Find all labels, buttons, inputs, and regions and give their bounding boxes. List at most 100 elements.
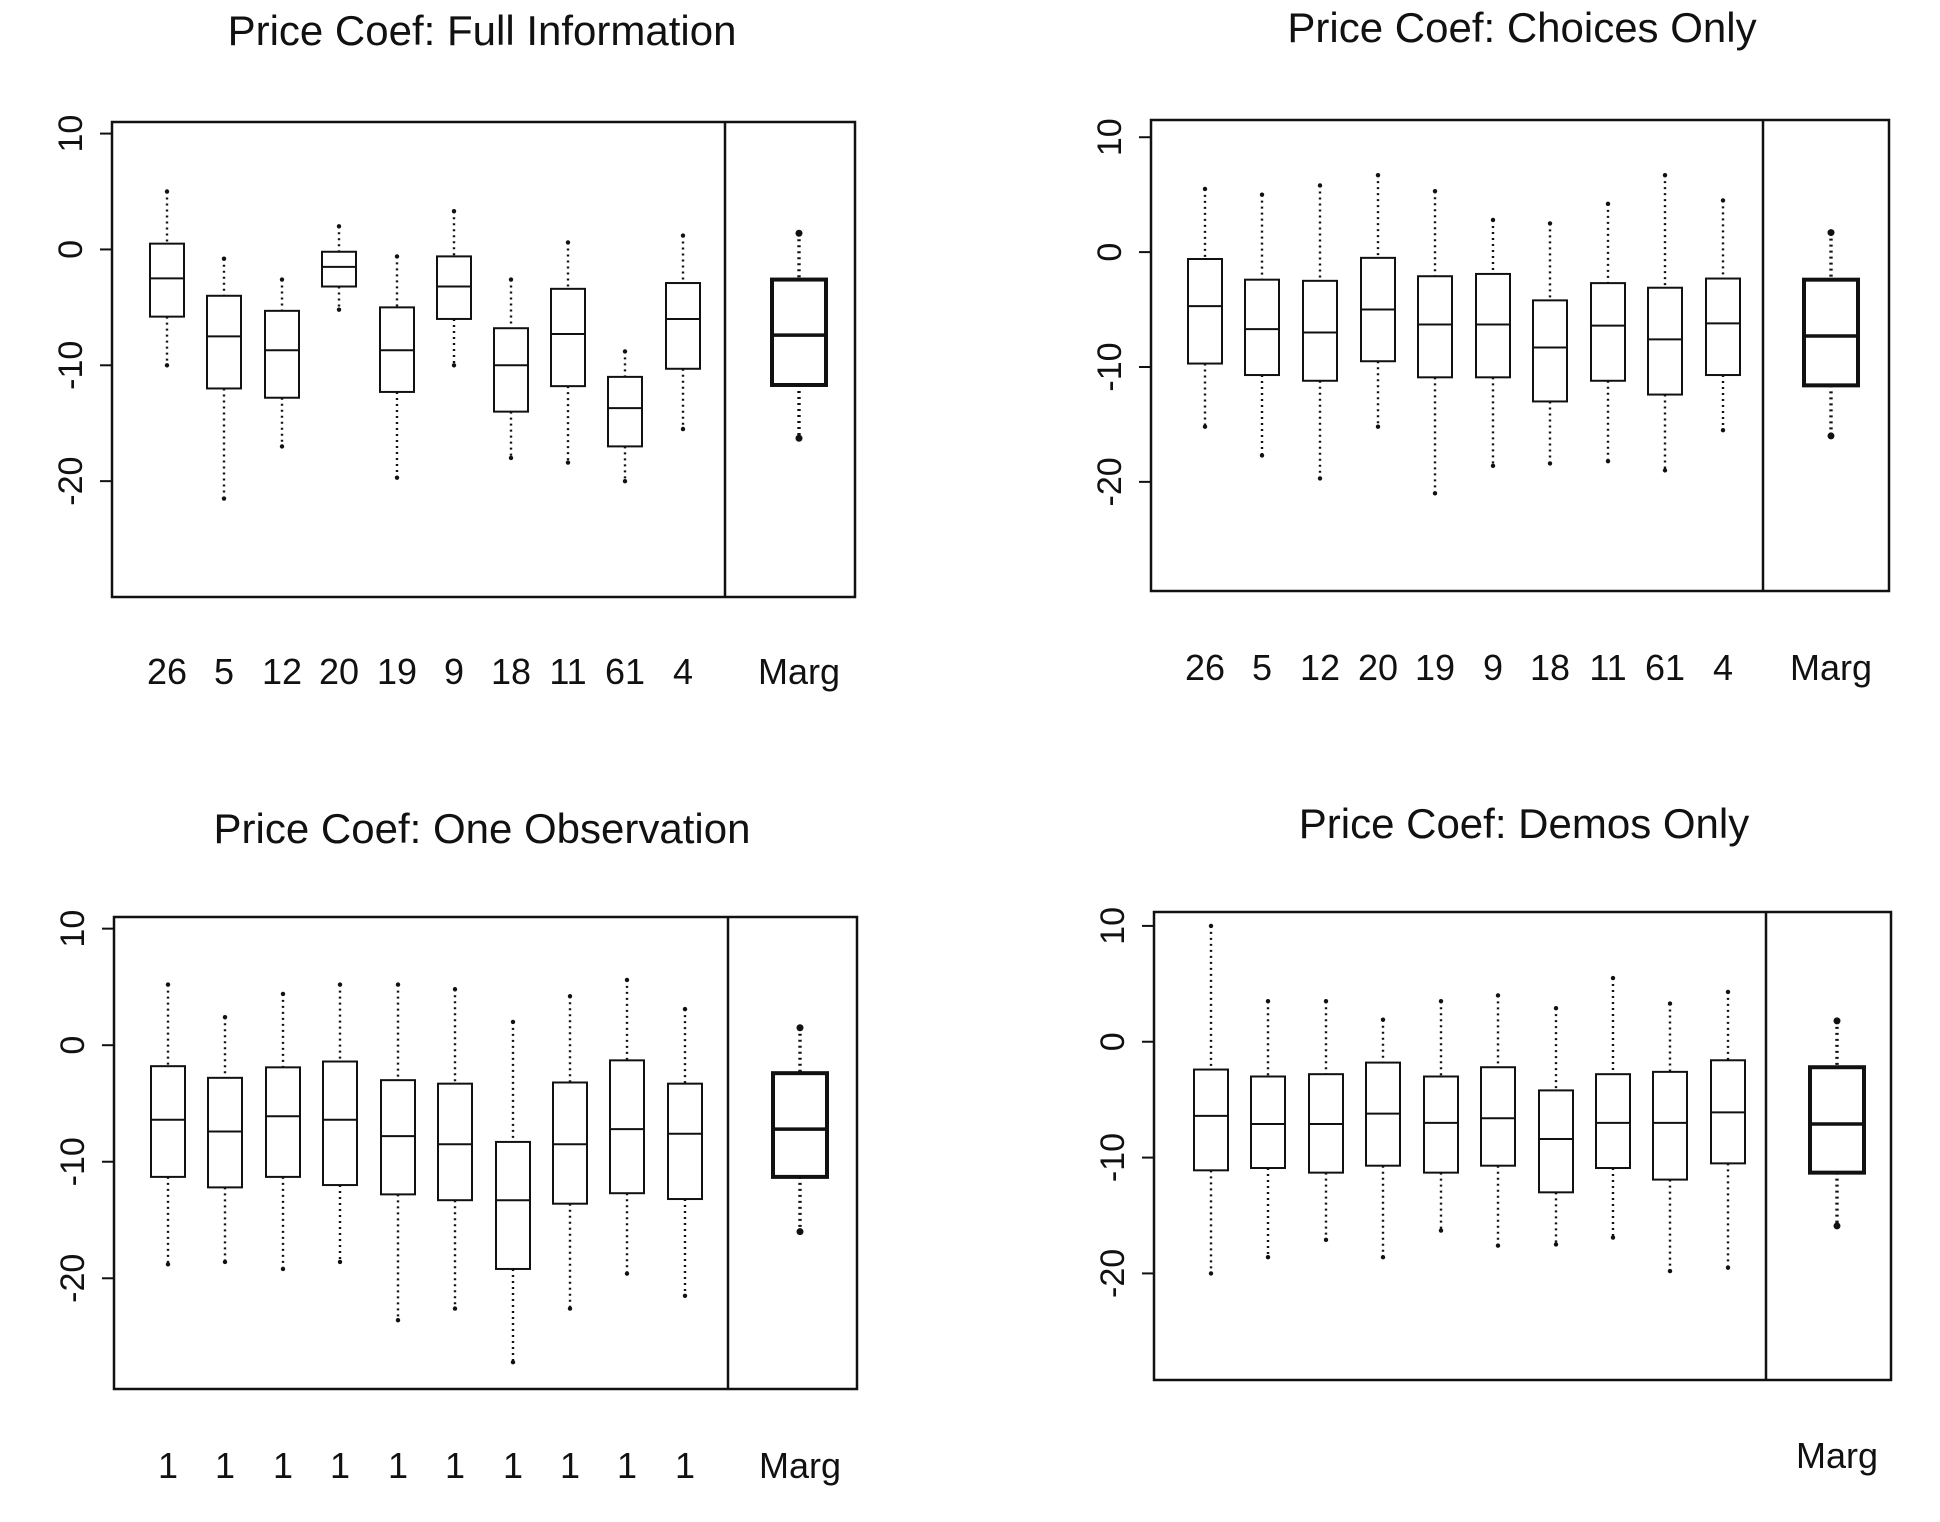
box-iqr — [1193, 1068, 1229, 1172]
whisker-end-upper — [565, 240, 571, 245]
category-label: 9 — [1483, 647, 1503, 688]
category-label: Marg — [759, 1445, 841, 1486]
box-9 — [607, 349, 643, 484]
box-iqr — [1302, 279, 1338, 382]
box-2 — [1244, 192, 1280, 458]
box-8 — [550, 240, 586, 465]
y-tick-label: -20 — [1094, 1249, 1132, 1298]
whisker-end-lower — [1833, 1222, 1841, 1230]
category-label: 9 — [444, 651, 464, 692]
category-label: 1 — [273, 1445, 293, 1486]
whisker-end-lower — [1610, 1235, 1616, 1240]
whisker-end-upper — [165, 982, 171, 987]
box-iqr — [771, 1071, 829, 1179]
whisker-end-upper — [164, 189, 170, 194]
box-5 — [380, 982, 416, 1323]
whisker-end-upper — [1432, 189, 1438, 194]
whisker-end-lower — [1827, 432, 1835, 440]
whisker-end-lower — [165, 1262, 171, 1267]
box-iqr — [436, 255, 472, 320]
y-tick-label: -20 — [54, 1254, 92, 1303]
y-tick-label: -20 — [1091, 457, 1129, 506]
plot-frame — [1152, 910, 1893, 1382]
whisker-end-lower — [510, 1359, 516, 1365]
whisker-end-lower — [1495, 1243, 1501, 1248]
box-10 — [667, 1006, 703, 1298]
box-iqr — [1244, 278, 1280, 377]
whisker-end-lower — [280, 1266, 286, 1272]
box-iqr — [1705, 277, 1741, 377]
whisker-end-lower — [1202, 424, 1208, 429]
category-label: 11 — [549, 651, 586, 692]
whisker-end-upper — [1375, 172, 1381, 178]
y-tick-label: 0 — [54, 1036, 92, 1055]
box-marg — [770, 229, 828, 442]
category-label: 18 — [1530, 647, 1570, 688]
box-iqr — [322, 1060, 358, 1187]
whisker-end-upper — [280, 991, 286, 997]
chart-panel-4: Price Coef: Demos Only 10 0 -10 -20 Marg — [1094, 800, 1893, 1476]
box-2 — [1250, 998, 1286, 1260]
plot-frame — [1149, 118, 1891, 593]
whisker-end-lower — [279, 444, 285, 449]
whisker-end-upper — [1202, 186, 1208, 192]
box-iqr — [1250, 1075, 1286, 1170]
category-label: 26 — [1185, 647, 1225, 688]
box-iqr — [206, 294, 242, 390]
box-1 — [149, 189, 185, 368]
box-iqr — [667, 1082, 703, 1201]
whisker-end-upper — [394, 254, 400, 259]
whisker-end-upper — [510, 1019, 516, 1025]
box-iqr — [609, 1059, 645, 1195]
whisker-end-lower — [452, 1306, 458, 1311]
box-marg — [1808, 1017, 1866, 1230]
box-iqr — [265, 1066, 301, 1178]
box-iqr — [149, 242, 185, 318]
box-4 — [1365, 1017, 1401, 1260]
whisker-end-lower — [1667, 1268, 1673, 1274]
y-tick-label: -10 — [1094, 1133, 1132, 1182]
category-label: Marg — [1796, 1435, 1878, 1476]
whisker-end-upper — [796, 1024, 804, 1032]
whisker-end-lower — [395, 1318, 401, 1323]
box-5 — [1417, 189, 1453, 496]
whisker-end-upper — [337, 982, 343, 987]
box-4 — [321, 224, 357, 312]
whisker-end-upper — [1490, 217, 1496, 223]
whisker-end-upper — [624, 977, 630, 983]
whisker-end-lower — [682, 1293, 688, 1298]
box-7 — [1532, 221, 1568, 466]
whisker-end-upper — [221, 256, 227, 261]
whisker-end-lower — [1547, 461, 1553, 466]
box-6 — [1480, 993, 1516, 1248]
whisker-end-lower — [1375, 424, 1381, 429]
box-iqr — [770, 277, 828, 387]
category-label: 20 — [319, 651, 359, 692]
category-label: 4 — [1713, 647, 1733, 688]
whisker-end-lower — [1605, 458, 1611, 464]
box-iqr — [1417, 275, 1453, 379]
plot-frame — [112, 915, 859, 1391]
y-tick-label: 10 — [1094, 907, 1132, 945]
whisker-end-upper — [1827, 229, 1835, 237]
box-iqr — [493, 327, 529, 413]
box-5 — [379, 254, 415, 480]
whisker-end-lower — [1720, 427, 1726, 433]
whisker-end-upper — [395, 982, 401, 987]
plot-frame — [110, 120, 857, 599]
whisker-end-lower — [222, 1259, 228, 1265]
category-label: 1 — [560, 1445, 580, 1486]
box-iqr — [1595, 1073, 1631, 1170]
box-3 — [1308, 998, 1344, 1243]
y-tick-label: -10 — [52, 341, 90, 390]
category-label: 11 — [1589, 647, 1626, 688]
whisker-end-lower — [337, 1259, 343, 1265]
box-9 — [609, 977, 645, 1276]
whisker-end-lower — [622, 478, 628, 484]
box-iqr — [1423, 1075, 1459, 1174]
chart-title: Price Coef: Full Information — [228, 7, 737, 54]
chart-title: Price Coef: Demos Only — [1299, 800, 1749, 847]
box-iqr — [150, 1065, 186, 1178]
